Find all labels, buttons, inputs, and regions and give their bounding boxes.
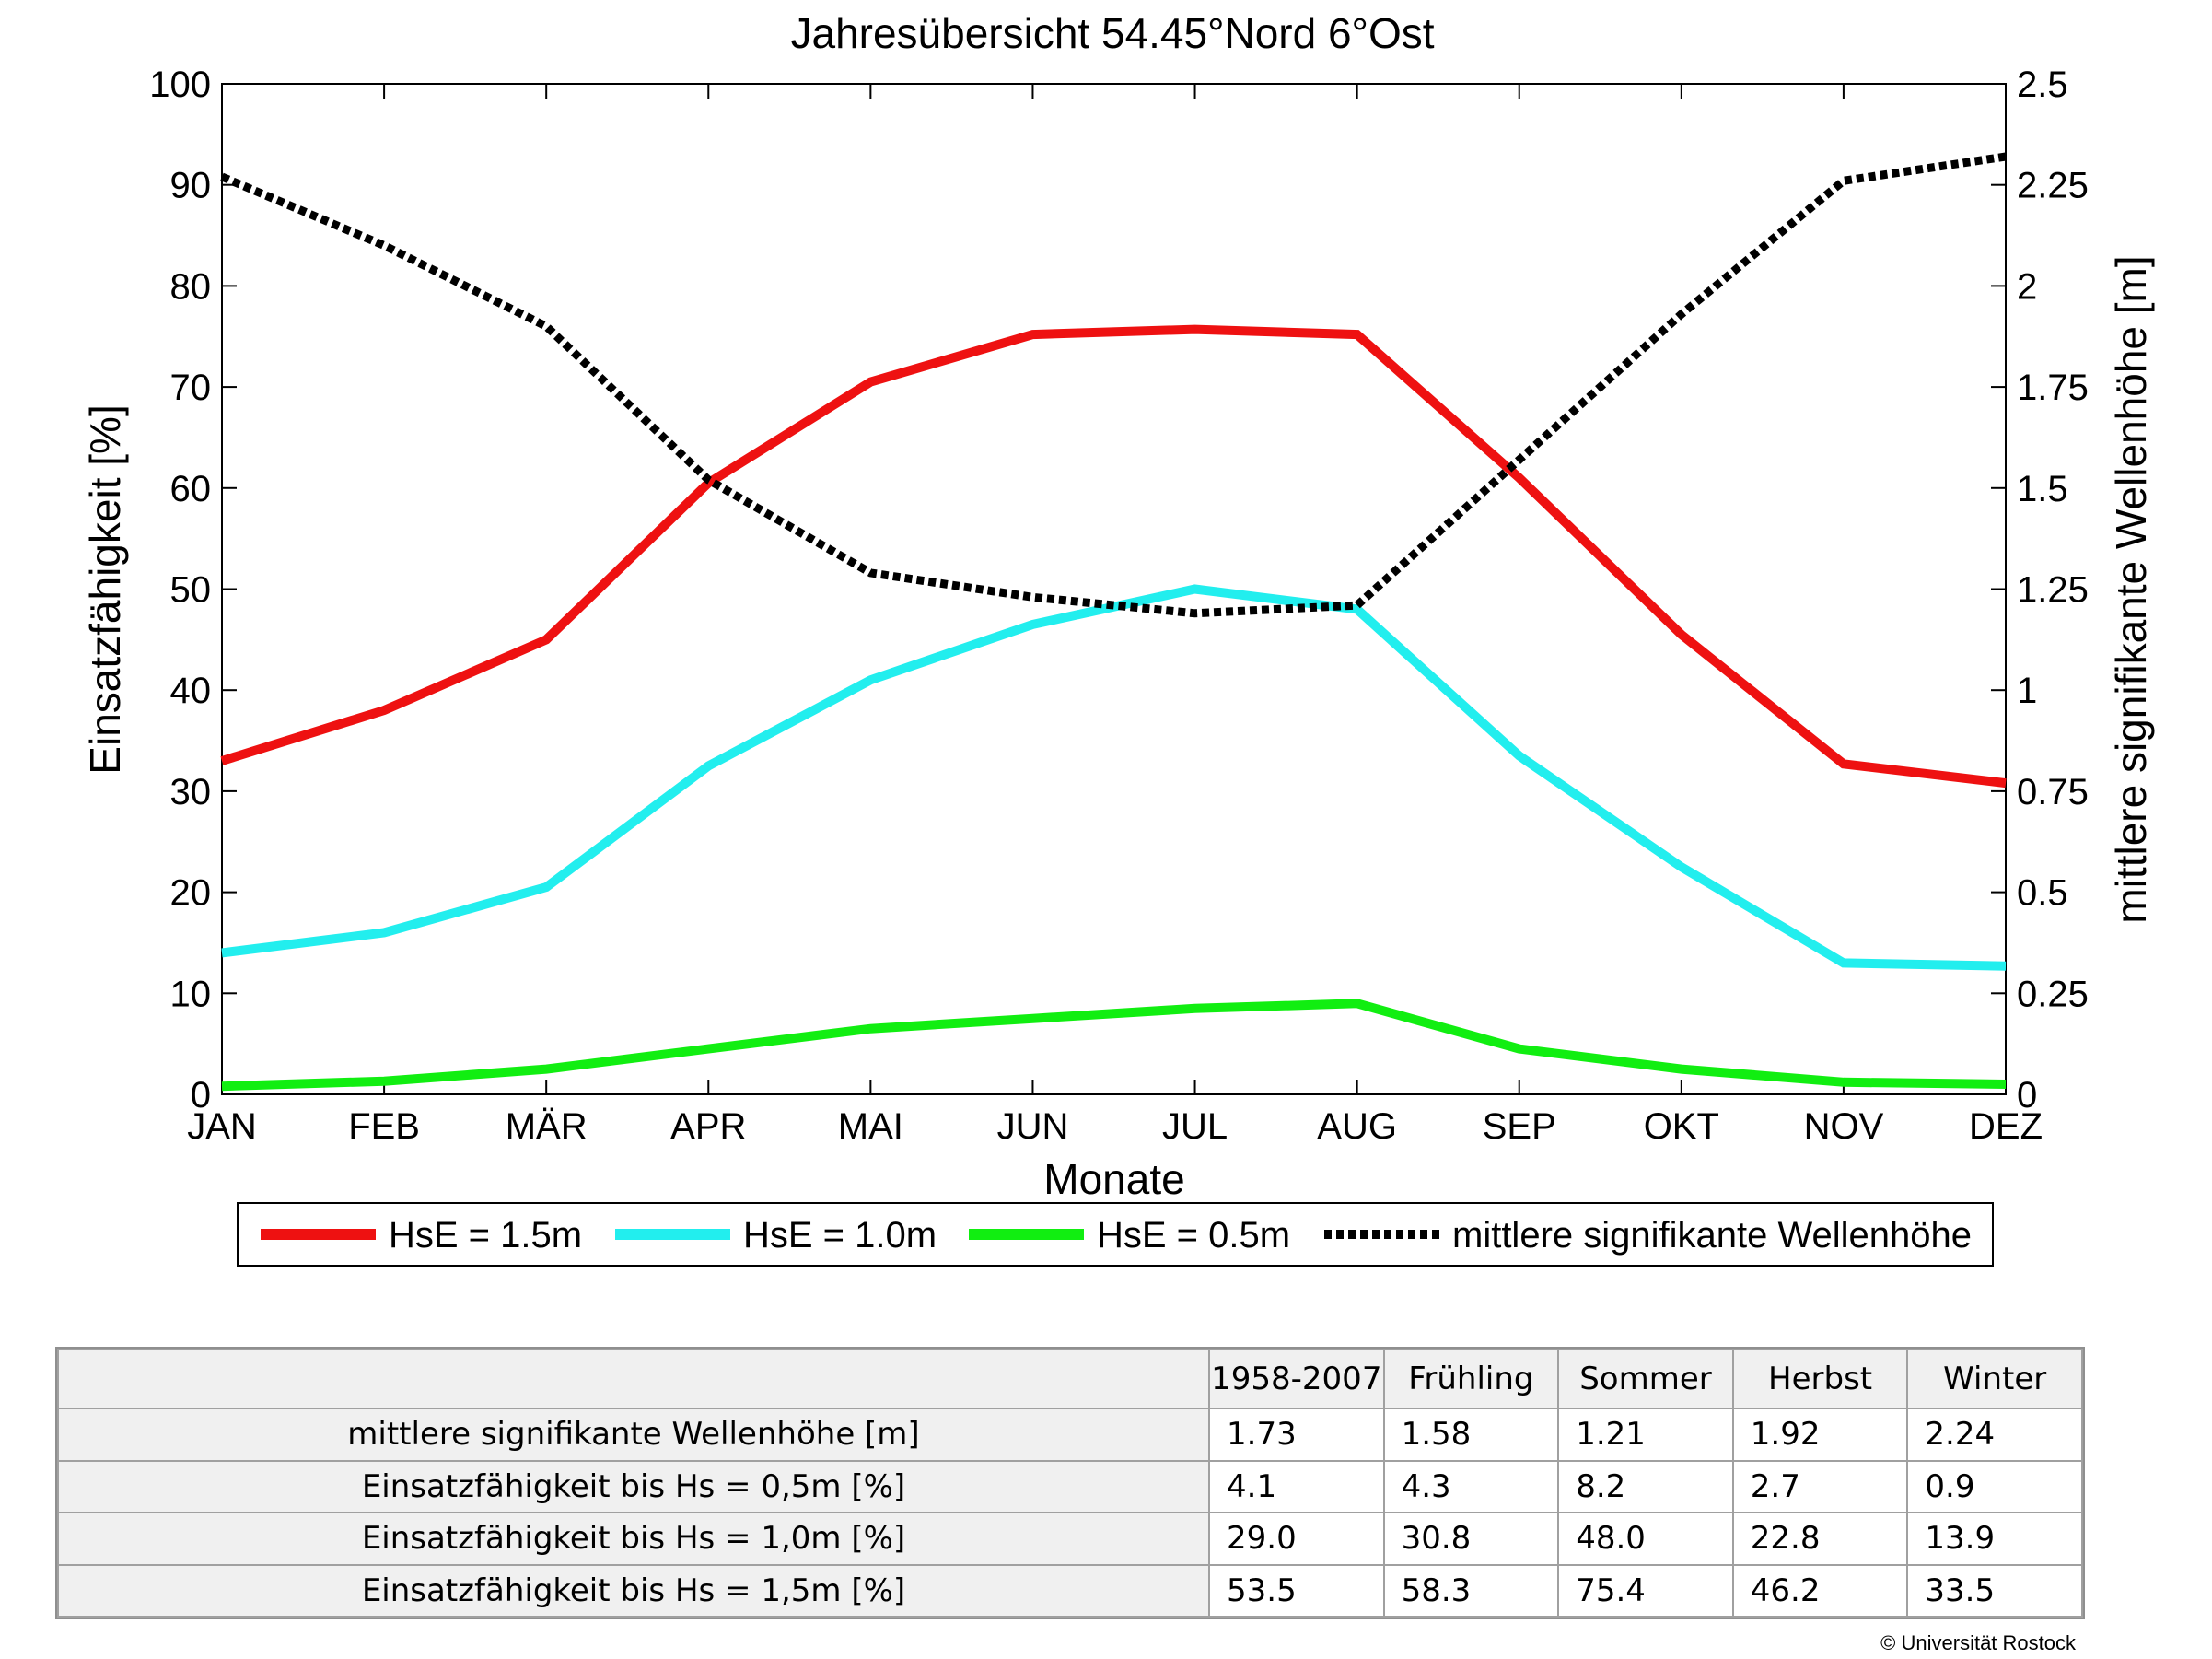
table-header-cell: 1958-2007 [1208,1349,1385,1409]
x-tick-label: NOV [1804,1106,1884,1147]
row-label: mittlere signifikante Wellenhöhe [m] [57,1408,1210,1462]
x-tick-label: DEZ [1969,1106,2043,1147]
plot-area [221,83,2007,1095]
table-row: Einsatzfähigkeit bis Hs = 0,5m [%] 4.1 4… [57,1459,2083,1513]
row-label: Einsatzfähigkeit bis Hs = 0,5m [%] [57,1459,1210,1513]
x-tick-label: SEP [1483,1106,1556,1147]
x-tick-label: OKT [1644,1106,1719,1147]
table-cell: 0.9 [1906,1459,2083,1513]
left-tick-label: 50 [170,570,212,611]
table-cell: 30.8 [1382,1512,1560,1566]
x-axis-label: Monate [1043,1155,1184,1203]
table-cell: 75.4 [1557,1563,1734,1618]
legend-label: HsE = 0.5m [1097,1215,1290,1256]
series-layer [220,152,2007,1092]
left-tick-label: 90 [170,166,212,206]
table-cell: 4.1 [1208,1459,1385,1513]
legend: HsE = 1.5m HsE = 1.0m HsE = 0.5m mittlere s… [237,1202,1994,1267]
right-tick-label: 1.25 [2017,570,2089,611]
left-tick-label: 30 [170,772,212,812]
table-cell: 1.92 [1731,1408,1909,1462]
table-row: Einsatzfähigkeit bis Hs = 1,5m [%] 53.5 … [57,1563,2083,1618]
right-tick-label: 2 [2017,266,2037,307]
table-cell: 8.2 [1557,1459,1734,1513]
table-cell: 22.8 [1731,1512,1909,1566]
table-cell: 1.73 [1208,1408,1385,1462]
x-tick-label: MAI [838,1106,903,1147]
right-tick-label: 1.5 [2017,469,2068,509]
right-tick-label: 1.75 [2017,368,2089,408]
series-line [221,999,2007,1092]
table-header-cell: Herbst [1731,1349,1909,1409]
table-cell: 2.7 [1731,1459,1909,1513]
x-tick-label: APR [670,1106,746,1147]
legend-box [237,1202,1994,1267]
right-tick-label: 2.25 [2017,166,2089,206]
table-cell: 53.5 [1208,1563,1385,1618]
left-tick-label: 20 [170,873,212,914]
table-header-cell [57,1349,1210,1409]
left-tick-label: 100 [149,64,211,105]
left-tick-label: 0 [191,1075,211,1116]
y-axis-right-label: mittlere signifikante Wellenhöhe [m] [2107,255,2155,923]
x-tick-label: JUL [1162,1106,1228,1147]
table-cell: 29.0 [1208,1512,1385,1566]
table-header-cell: Frühling [1382,1349,1560,1409]
legend-label: HsE = 1.5m [389,1215,582,1256]
x-tick-label: JUN [997,1106,1069,1147]
chart-title: Jahresübersicht 54.45°Nord 6°Ost [790,9,1434,57]
x-tick-label: FEB [348,1106,420,1147]
x-tick-label: MÄR [506,1106,588,1147]
left-axis-ticks: 0 10 20 30 40 50 60 70 80 90 100 [149,64,2006,1116]
table-cell: 4.3 [1382,1459,1560,1513]
row-label: Einsatzfähigkeit bis Hs = 1,5m [%] [57,1563,1210,1618]
right-tick-label: 1 [2017,671,2037,711]
annual-overview-chart: Jahresübersicht 54.45°Nord 6°Ost 0102030… [81,9,2155,1267]
table-cell: 2.24 [1906,1408,2083,1462]
table-cell: 33.5 [1906,1563,2083,1618]
series-line [220,324,2007,789]
table-header-row: 1958-2007 Frühling Sommer Herbst Winter [57,1349,2083,1409]
x-tick-label: JAN [187,1106,257,1147]
table-header-cell: Winter [1906,1349,2083,1409]
table-cell: 48.0 [1557,1512,1734,1566]
legend-label: mittlere signifikante Wellenhöhe [1452,1215,1972,1256]
left-tick-label: 80 [170,266,212,307]
right-axis-ticks: 0 0.25 0.5 0.75 1 1.25 1.5 1.75 2 2.25 2.5 [2017,64,2089,1116]
table-row: mittlere signifikante Wellenhöhe [m] 1.7… [57,1408,2083,1462]
right-tick-label: 0.25 [2017,974,2089,1014]
right-tick-label: 0 [2017,1075,2037,1116]
left-tick-label: 10 [170,974,212,1014]
table-cell: 58.3 [1382,1563,1560,1618]
right-tick-label: 0.5 [2017,873,2068,914]
row-label: Einsatzfähigkeit bis Hs = 1,0m [%] [57,1512,1210,1566]
y-axis-left-label: Einsatzfähigkeit [%] [81,404,129,774]
legend-label: HsE = 1.0m [743,1215,937,1256]
summary-table: 1958-2007 Frühling Sommer Herbst Winter … [57,1349,2083,1618]
table-header-cell: Sommer [1557,1349,1734,1409]
table-cell: 1.21 [1557,1408,1734,1462]
table-row: Einsatzfähigkeit bis Hs = 1,0m [%] 29.0 … [57,1512,2083,1566]
series-line [220,152,2007,618]
table-cell: 46.2 [1731,1563,1909,1618]
series-line [221,584,2007,971]
summary-table-container: 1958-2007 Frühling Sommer Herbst Winter … [55,1347,2085,1619]
copyright-notice: © Universität Rostock [1880,1631,2076,1654]
table-cell: 1.58 [1382,1408,1560,1462]
right-tick-label: 2.5 [2017,64,2068,105]
x-axis-ticks: JAN FEB MÄR APR MAI JUN JUL AUG SEP OKT NOV DEZ [187,84,2043,1147]
left-tick-label: 40 [170,671,212,711]
x-tick-label: AUG [1317,1106,1397,1147]
left-tick-label: 70 [170,368,212,408]
left-tick-label: 60 [170,469,212,509]
right-tick-label: 0.75 [2017,772,2089,812]
table-cell: 13.9 [1906,1512,2083,1566]
